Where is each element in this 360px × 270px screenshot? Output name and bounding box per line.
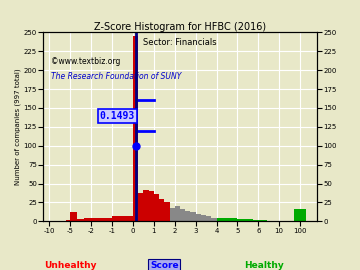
Bar: [180, 209, 185, 221]
Bar: [149, 191, 154, 221]
Bar: [112, 216, 133, 221]
Bar: [70, 212, 77, 221]
Bar: [77, 219, 84, 221]
Bar: [227, 218, 232, 221]
Bar: [185, 211, 190, 221]
Bar: [248, 219, 253, 221]
Text: Healthy: Healthy: [244, 261, 283, 270]
Bar: [206, 216, 211, 221]
Bar: [238, 219, 243, 221]
Y-axis label: Number of companies (997 total): Number of companies (997 total): [14, 69, 21, 185]
Bar: [84, 218, 91, 221]
Bar: [217, 218, 222, 221]
Bar: [261, 220, 266, 221]
Bar: [66, 220, 70, 221]
Bar: [196, 214, 201, 221]
Bar: [143, 190, 149, 221]
Bar: [222, 218, 227, 221]
Text: The Research Foundation of SUNY: The Research Foundation of SUNY: [51, 72, 182, 81]
Bar: [294, 209, 306, 221]
Text: ©www.textbiz.org: ©www.textbiz.org: [51, 57, 121, 66]
Bar: [175, 206, 180, 221]
Title: Z-Score Histogram for HFBC (2016): Z-Score Histogram for HFBC (2016): [94, 22, 266, 32]
Bar: [138, 193, 143, 221]
Bar: [258, 220, 264, 221]
Bar: [262, 220, 267, 221]
Text: Score: Score: [150, 261, 179, 270]
Text: Sector: Financials: Sector: Financials: [143, 38, 217, 47]
Bar: [260, 220, 265, 221]
Bar: [211, 218, 217, 221]
Text: Unhealthy: Unhealthy: [44, 261, 96, 270]
Bar: [190, 212, 196, 221]
Bar: [164, 202, 170, 221]
Bar: [91, 218, 112, 221]
Bar: [253, 220, 258, 221]
Bar: [243, 219, 248, 221]
Text: 0.1493: 0.1493: [100, 110, 135, 121]
Bar: [133, 36, 138, 221]
Bar: [232, 218, 238, 221]
Bar: [170, 208, 175, 221]
Bar: [154, 194, 159, 221]
Bar: [159, 199, 164, 221]
Bar: [201, 215, 206, 221]
